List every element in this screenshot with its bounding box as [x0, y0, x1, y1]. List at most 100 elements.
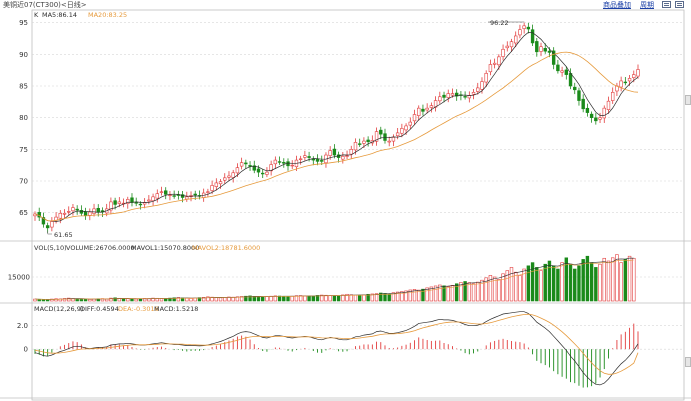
volume-bar — [193, 297, 197, 302]
candle-body — [539, 46, 543, 52]
chart-frame — [31, 9, 685, 401]
grid-layout-icon[interactable] — [675, 1, 684, 8]
candle-body — [623, 81, 628, 84]
candle-body — [239, 162, 244, 167]
indicator-lines — [34, 21, 639, 386]
candle-body — [501, 48, 505, 57]
volume-bar — [391, 292, 396, 302]
volume-bar — [286, 296, 290, 302]
volume-bar — [290, 295, 294, 302]
volume-bar — [311, 295, 316, 302]
candle-body — [164, 190, 168, 195]
candle-body — [147, 199, 151, 202]
volume-bar — [126, 298, 130, 302]
volume-bar — [366, 293, 370, 302]
candle-body — [518, 29, 522, 36]
period-button[interactable]: 周期 — [640, 1, 654, 9]
candle-body — [155, 193, 159, 199]
candle-body — [75, 208, 79, 211]
candle-body — [564, 69, 569, 75]
volume-bar — [218, 297, 223, 302]
volume-bar — [602, 257, 606, 302]
volume-bar — [130, 298, 134, 302]
volume-bar — [45, 299, 50, 302]
candle-body — [353, 142, 358, 151]
volume-bar — [408, 289, 412, 302]
candle-body — [610, 92, 615, 101]
volume-bars — [33, 254, 636, 302]
candle-body — [62, 213, 67, 215]
candle-body — [421, 108, 425, 112]
volume-bar — [201, 297, 206, 302]
volume-bar — [556, 268, 560, 302]
volume-bar — [454, 283, 459, 302]
volume-bar — [573, 268, 577, 302]
volume-bar — [395, 291, 400, 302]
candle-body — [45, 225, 50, 229]
volume-bar — [610, 257, 615, 302]
volume-bar — [324, 294, 328, 302]
volume-bar — [497, 279, 501, 302]
candles — [33, 22, 640, 233]
volume-bar — [379, 292, 383, 302]
volume-bar — [353, 294, 358, 302]
candle-body — [463, 96, 467, 98]
candle-body — [467, 95, 472, 99]
candle-body — [50, 221, 54, 228]
candle-body — [581, 98, 585, 110]
volume-bar — [231, 296, 235, 302]
price-legend-prefix: K — [34, 11, 39, 19]
volume-bar — [526, 265, 531, 302]
candle-body — [535, 41, 539, 53]
volume-bar — [341, 294, 345, 302]
mavol1-value: MAVOL1:15070.8000 — [131, 244, 199, 252]
volume-bar — [282, 296, 286, 302]
candle-body — [632, 74, 636, 78]
macd-value: MACD:1.5218 — [154, 305, 198, 313]
volume-bar — [400, 291, 404, 302]
volume-bar — [530, 262, 535, 302]
candle-body — [214, 182, 219, 187]
top-bar: 美铜近07(CT300)<日线> 商品叠加 周期 — [0, 0, 691, 9]
candle-body — [560, 70, 564, 73]
volume-bar — [261, 296, 265, 302]
axis-labels: 95 90 85 80 75 70 65 15000 2.0 0 — [8, 19, 30, 353]
volume-bar — [412, 289, 417, 302]
volume-bar — [518, 275, 522, 302]
volume-bar — [235, 296, 240, 302]
candle-body — [522, 25, 526, 29]
volume-bar — [480, 279, 484, 302]
volume-bar — [67, 297, 71, 302]
candle-body — [577, 90, 581, 101]
candle-body — [210, 185, 214, 191]
candle-body — [530, 29, 535, 44]
volume-bar — [83, 298, 88, 302]
volume-bar — [564, 257, 569, 302]
candle-body — [598, 117, 602, 120]
volume-bar — [619, 262, 623, 302]
candle-body — [83, 211, 88, 216]
candle-body — [290, 164, 294, 167]
mavol2-line — [34, 259, 634, 300]
volume-bar — [277, 295, 282, 302]
volume-bar — [488, 275, 493, 302]
layout-icon[interactable] — [662, 1, 671, 8]
candle-body — [79, 210, 84, 214]
candle-body — [113, 200, 117, 205]
candle-body — [193, 193, 197, 196]
price-tick-label: 70 — [19, 178, 28, 186]
volume-bar — [450, 285, 455, 302]
volume-bar — [185, 297, 189, 302]
candle-body — [454, 92, 459, 97]
volume-bar — [328, 295, 332, 302]
candle-body — [88, 211, 92, 216]
volume-bar — [88, 299, 92, 302]
candle-body — [172, 195, 176, 197]
volume-bar — [429, 286, 434, 302]
overlay-commodity-button[interactable]: 商品叠加 — [603, 1, 631, 9]
volume-bar — [623, 259, 628, 302]
candle-body — [126, 199, 130, 204]
candle-body — [185, 196, 189, 200]
macd-tick-label: 2.0 — [17, 322, 28, 330]
